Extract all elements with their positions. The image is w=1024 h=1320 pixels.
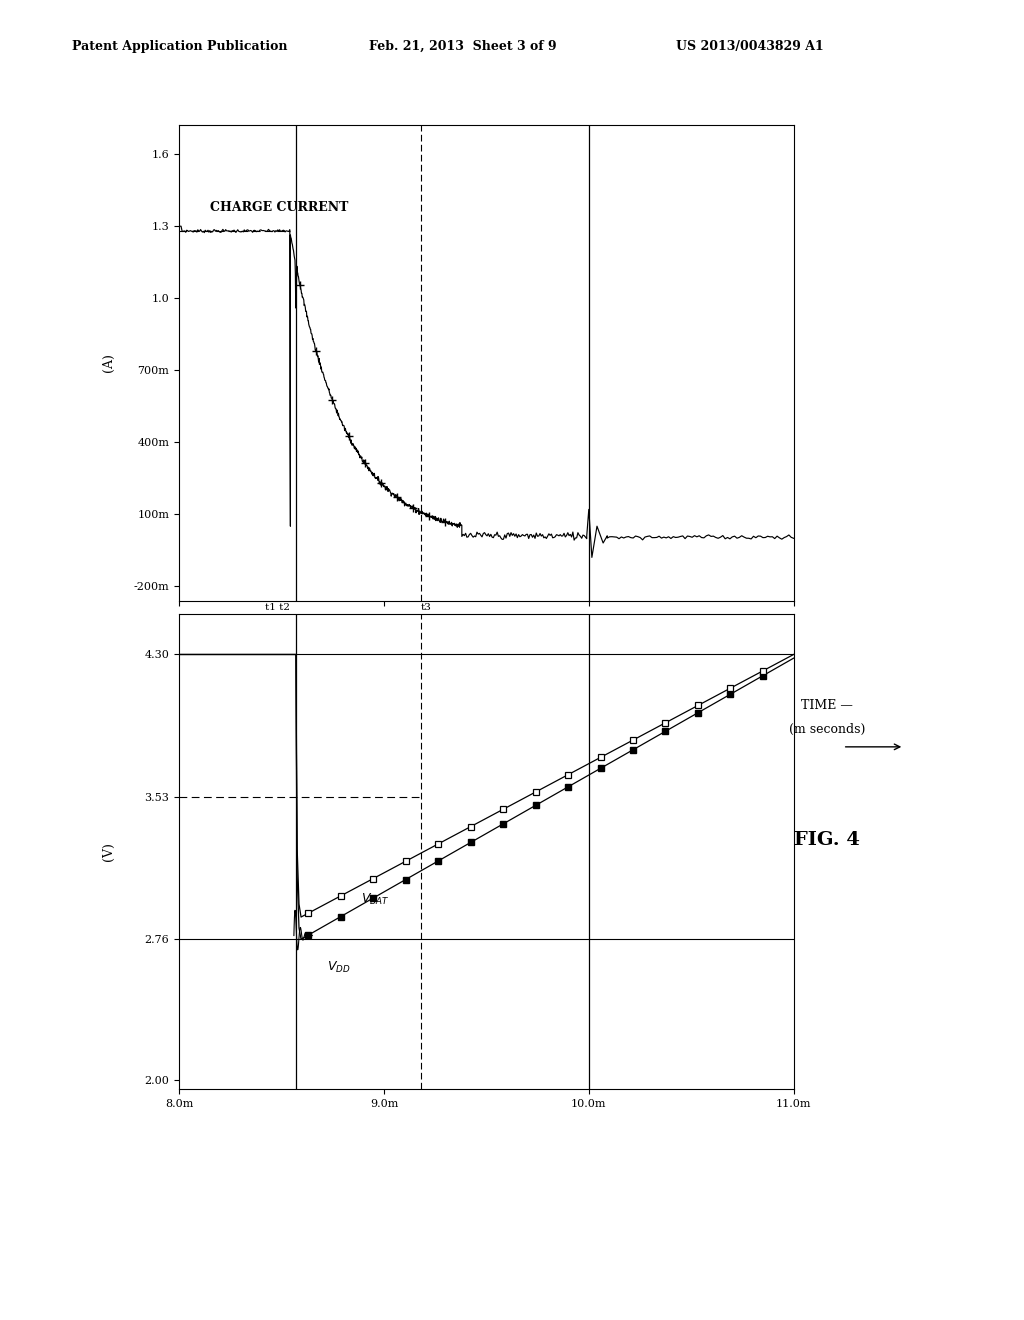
- Text: t3: t3: [421, 603, 431, 612]
- Text: (A): (A): [102, 354, 115, 372]
- Text: US 2013/0043829 A1: US 2013/0043829 A1: [676, 40, 823, 53]
- Text: $V_{BAT}$: $V_{BAT}$: [361, 892, 390, 907]
- Text: Patent Application Publication: Patent Application Publication: [72, 40, 287, 53]
- Text: CHARGE CURRENT: CHARGE CURRENT: [210, 201, 348, 214]
- Text: $V_{DD}$: $V_{DD}$: [327, 960, 350, 974]
- Text: TIME —: TIME —: [802, 698, 853, 711]
- Text: t1 t2: t1 t2: [265, 603, 290, 612]
- Text: (V): (V): [102, 842, 115, 861]
- Text: FIG. 4: FIG. 4: [795, 830, 860, 849]
- Text: (m seconds): (m seconds): [790, 722, 865, 735]
- Text: Feb. 21, 2013  Sheet 3 of 9: Feb. 21, 2013 Sheet 3 of 9: [369, 40, 556, 53]
